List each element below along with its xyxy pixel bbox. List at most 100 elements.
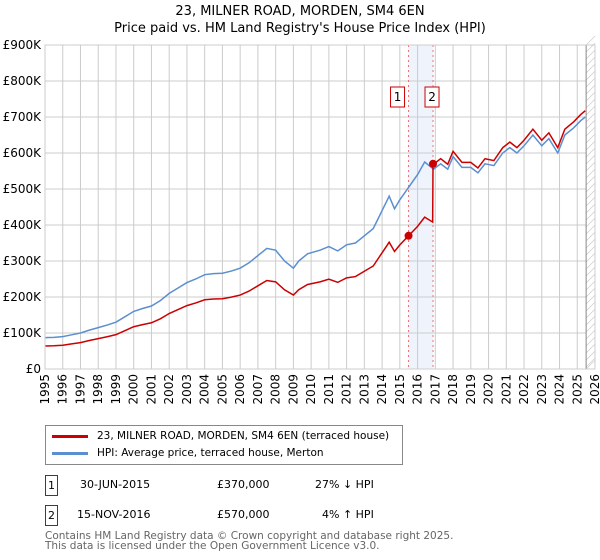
hatch-line: [585, 322, 596, 333]
x-tick-label: 2019: [464, 374, 478, 405]
y-tick-label: £900K: [3, 38, 43, 52]
hatch-line: [585, 238, 596, 249]
hatch-line: [585, 266, 596, 277]
hatch-line: [585, 294, 596, 305]
x-tick-label: 2022: [517, 374, 531, 405]
hatch-line: [585, 35, 596, 46]
legend: 23, MILNER ROAD, MORDEN, SM4 6EN (terrac…: [45, 425, 403, 465]
sale-marker-box: [390, 86, 406, 108]
x-tick-label: 2004: [198, 374, 212, 405]
plot-border: [44, 44, 596, 370]
x-tick-label: 2011: [322, 374, 336, 405]
hatch-line: [585, 189, 596, 200]
x-tick-label: 2025: [570, 374, 584, 405]
plot-area: £0 £100K £200K £300K £400K £500K £600K £700K £80…: [3, 35, 600, 405]
x-tick-label: 2001: [144, 374, 158, 405]
x-tick-label: 2026: [588, 374, 600, 405]
hatch-line: [585, 175, 596, 186]
hatch-line: [585, 217, 596, 228]
legend-swatch-red: [52, 434, 88, 438]
hatch-line: [585, 252, 596, 263]
hatch-line: [585, 231, 596, 242]
hatch-line: [585, 287, 596, 298]
hatch-line: [585, 70, 596, 81]
y-tick-label: £600K: [3, 146, 43, 160]
sale-price: £570,000: [217, 508, 270, 521]
hatch-line: [585, 49, 596, 60]
footer-line: This data is licensed under the Open Gov…: [45, 540, 380, 552]
x-tick-label: 2023: [535, 374, 549, 405]
hatch-line: [585, 273, 596, 284]
x-tick-label: 2015: [393, 374, 407, 405]
hatch-line: [585, 168, 596, 179]
sale-price: £370,000: [217, 478, 270, 491]
chart-subtitle: Price paid vs. HM Land Registry's House …: [114, 21, 486, 36]
hatch-line: [585, 147, 596, 158]
legend-swatch-blue: [52, 451, 88, 455]
sale-marker-label: 1: [45, 475, 58, 496]
hatch-line: [585, 84, 596, 95]
footer: Contains HM Land Registry data © Crown c…: [45, 530, 454, 552]
x-tick-label: 1997: [73, 374, 87, 405]
x-tick-label: 2000: [127, 374, 141, 405]
hatch-line: [585, 196, 596, 207]
x-tick-label: 2005: [215, 374, 229, 405]
hatch-line: [585, 56, 596, 67]
sale-hpi: 4% ↑ HPI: [322, 508, 374, 521]
hatch-line: [585, 210, 596, 221]
chart-title: 23, MILNER ROAD, MORDEN, SM4 6EN: [175, 4, 425, 19]
x-tick-label: 2002: [162, 374, 176, 405]
sale-marker-label: 2: [45, 505, 58, 526]
y-tick-label: £300K: [3, 254, 43, 268]
x-tick-label: 1995: [38, 374, 52, 405]
footer-line: Contains HM Land Registry data © Crown c…: [45, 530, 454, 542]
hatch-line: [585, 112, 596, 123]
y-tick-label: £100K: [3, 326, 43, 340]
x-tick-label: 2020: [482, 374, 496, 405]
x-tick-label: 2018: [446, 374, 460, 405]
hatch-line: [585, 280, 596, 291]
y-tick-label: £0: [26, 362, 41, 376]
sale-marker-label: 2: [428, 90, 436, 104]
legend-item-property: 23, MILNER ROAD, MORDEN, SM4 6EN (terrac…: [52, 430, 389, 442]
x-tick-label: 1996: [56, 374, 70, 405]
hatch-line: [585, 182, 596, 193]
hatch-line: [585, 350, 596, 361]
hatch-line: [585, 329, 596, 340]
x-tick-label: 1999: [109, 374, 123, 405]
x-tick-label: 2013: [357, 374, 371, 405]
hatch-line: [585, 154, 596, 165]
sale-point: [429, 159, 438, 168]
hatch-line: [585, 91, 596, 102]
forecast-region: [586, 45, 595, 369]
y-tick-label: £800K: [3, 74, 43, 88]
hatch-line: [585, 98, 596, 109]
x-tick-label: 2012: [340, 374, 354, 405]
hpi-line: [44, 116, 586, 339]
sale-hpi: 27% ↓ HPI: [315, 478, 374, 491]
y-tick-label: £200K: [3, 290, 43, 304]
y-tick-label: £400K: [3, 218, 43, 232]
hatch-line: [585, 315, 596, 326]
x-tick-label: 1998: [91, 374, 105, 405]
hatch-line: [585, 301, 596, 312]
hatch-line: [585, 259, 596, 270]
hatch-line: [585, 203, 596, 214]
sale-point: [404, 231, 413, 240]
hatch-line: [585, 343, 596, 354]
x-tick-label: 2006: [233, 374, 247, 405]
hatch-line: [585, 357, 596, 368]
legend-label: HPI: Average price, terraced house, Mert…: [97, 447, 324, 459]
x-tick-label: 2016: [411, 374, 425, 405]
legend-item-hpi: HPI: Average price, terraced house, Mert…: [52, 447, 324, 459]
hatch-line: [585, 126, 596, 137]
hatch-line: [585, 63, 596, 74]
sale-marker-label: 1: [394, 90, 402, 104]
hatch-line: [585, 308, 596, 319]
hatch-line: [585, 224, 596, 235]
property-price-line: [44, 110, 586, 347]
hatch-line: [585, 77, 596, 88]
sale-marker-box: [424, 86, 440, 108]
x-tick-label: 2017: [428, 374, 442, 405]
